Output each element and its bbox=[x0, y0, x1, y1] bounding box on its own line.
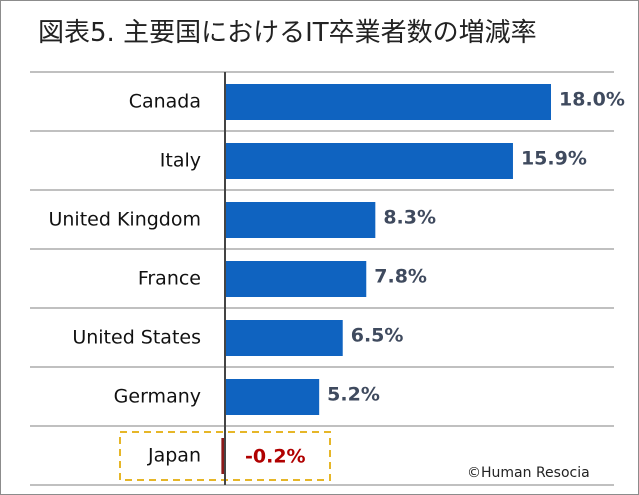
credit-text: ©Human Resocia bbox=[467, 465, 590, 481]
bar-japan bbox=[221, 438, 225, 474]
bar-united-states bbox=[225, 320, 343, 356]
bars bbox=[221, 84, 551, 474]
bar-united-kingdom bbox=[225, 202, 376, 238]
value-label-germany: 5.2% bbox=[327, 384, 380, 406]
labels: Canada 18.0% Italy 15.9% United Kingdom 8.3% F… bbox=[48, 89, 624, 468]
category-label-japan: Japan bbox=[147, 445, 201, 467]
category-label-italy: Italy bbox=[160, 150, 201, 172]
category-label-united-states: United States bbox=[72, 327, 201, 349]
value-label-canada: 18.0% bbox=[559, 89, 625, 111]
category-label-germany: Germany bbox=[114, 386, 201, 408]
value-label-united-kingdom: 8.3% bbox=[383, 207, 436, 229]
chart-title: 図表5. 主要国におけるIT卒業者数の増減率 bbox=[38, 18, 537, 48]
bar-france bbox=[225, 261, 367, 297]
value-label-united-states: 6.5% bbox=[351, 325, 404, 347]
row-separators bbox=[30, 71, 614, 486]
category-label-united-kingdom: United Kingdom bbox=[48, 209, 201, 231]
bar-canada bbox=[225, 84, 551, 120]
bar-germany bbox=[225, 379, 320, 415]
bar-italy bbox=[225, 143, 513, 179]
category-label-canada: Canada bbox=[129, 91, 201, 113]
value-label-france: 7.8% bbox=[374, 266, 427, 288]
value-label-italy: 15.9% bbox=[521, 148, 587, 170]
category-label-france: France bbox=[138, 268, 201, 290]
value-label-japan: -0.2% bbox=[245, 446, 306, 468]
